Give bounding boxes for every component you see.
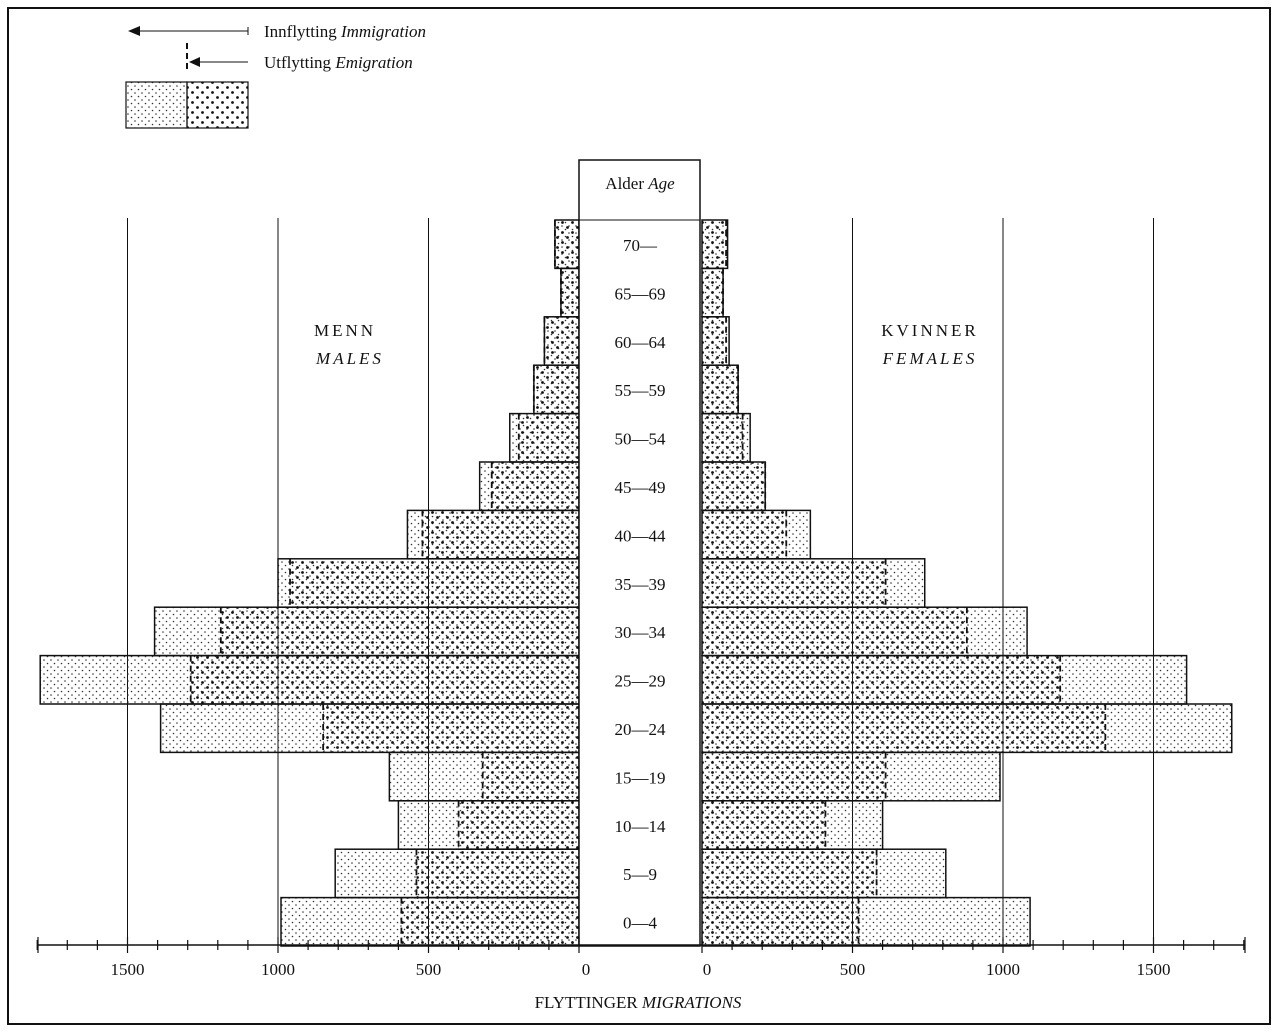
age-label-9: 25—29	[615, 672, 666, 691]
bar-females-emigration-4	[702, 413, 743, 462]
age-label-7: 35—39	[615, 575, 666, 594]
x-tick-label-males-500: 500	[416, 960, 442, 979]
bar-males-emigration-5	[491, 462, 579, 511]
bar-males-emigration-11	[482, 752, 579, 801]
bar-females-emigration-2	[702, 316, 727, 366]
legend-swatch-sparse	[125, 81, 188, 129]
legend-emigration-en: Emigration	[334, 53, 412, 72]
x-tick-label-males-1000: 1000	[261, 960, 295, 979]
bar-females-emigration-14	[702, 897, 859, 946]
bar-males-emigration-14	[401, 897, 579, 946]
x-tick-label-females-1500: 1500	[1137, 960, 1171, 979]
bar-females-emigration-13	[702, 849, 877, 898]
age-label-12: 10—14	[615, 817, 667, 836]
bar-females-emigration-1	[702, 268, 724, 317]
bar-females-emigration-8	[702, 607, 967, 656]
females-label-no: KVINNER	[881, 321, 979, 340]
legend-emigration-label: Utflytting Emigration	[264, 53, 413, 72]
bar-females-emigration-7	[702, 558, 886, 608]
age-label-14: 0—4	[623, 914, 658, 933]
x-tick-label-females-0: 0	[703, 960, 712, 979]
bar-males-emigration-10	[323, 704, 579, 753]
bar-males-emigration-1	[560, 268, 579, 317]
bar-males-emigration-12	[458, 800, 579, 850]
bar-females-emigration-12	[702, 800, 826, 850]
age-label-2: 60—64	[615, 333, 667, 352]
bars	[39, 219, 1233, 947]
bar-females-outline-14	[701, 896, 1031, 947]
bar-males-emigration-2	[544, 316, 579, 366]
legend-immigration-en: Immigration	[340, 22, 426, 41]
age-label-11: 15—19	[615, 768, 666, 787]
age-label-4: 50—54	[615, 430, 667, 449]
females-label-en: FEMALES	[882, 349, 978, 368]
bar-males-emigration-13	[416, 849, 579, 898]
legend-emigration-arrowhead	[189, 57, 200, 67]
age-label-1: 65—69	[615, 284, 666, 303]
x-tick-label-females-1000: 1000	[986, 960, 1020, 979]
bar-females-emigration-5	[702, 462, 766, 511]
age-label-8: 30—34	[615, 623, 667, 642]
age-label-0: 70—	[623, 236, 658, 255]
age-column	[578, 159, 701, 947]
x-axis-title-no: FLYTTINGER	[535, 993, 639, 1012]
age-label-13: 5—9	[623, 865, 657, 884]
x-axis: 0 0 500 500 1000 1000 1500 1500	[36, 937, 1246, 979]
age-header: Alder Age	[605, 174, 675, 193]
bar-females-emigration-9	[702, 655, 1061, 704]
bar-males-emigration-0	[554, 220, 579, 269]
bar-males-emigration-7	[290, 558, 579, 608]
age-label-5: 45—49	[615, 478, 666, 497]
bar-females-emigration-6	[702, 510, 787, 559]
age-header-no: Alder	[605, 174, 644, 193]
x-tick-label-males-0: 0	[582, 960, 591, 979]
legend-immigration-label: Innflytting Immigration	[264, 22, 426, 41]
legend-swatch-dense	[186, 81, 249, 129]
bar-males-emigration-3	[533, 365, 579, 414]
bar-females-emigration-3	[702, 365, 739, 414]
x-tick-label-males-1500: 1500	[111, 960, 145, 979]
age-label-10: 20—24	[615, 720, 667, 739]
bar-females-emigration-0	[702, 220, 727, 269]
males-label-no: MENN	[314, 321, 376, 340]
age-labels: 70— 65—69 60—64 55—59 50—54 45—49 40—44 35—39 30…	[615, 236, 667, 933]
age-header-en: Age	[647, 174, 675, 193]
x-axis-title: FLYTTINGER MIGRATIONS	[535, 993, 742, 1012]
bar-females-emigration-10	[702, 704, 1106, 753]
bar-males-emigration-6	[422, 510, 579, 559]
x-tick-label-females-500: 500	[840, 960, 866, 979]
bar-males-emigration-9	[190, 655, 579, 704]
bar-females-emigration-11	[702, 752, 886, 801]
legend-emigration-no: Utflytting	[264, 53, 332, 72]
legend-immigration-no: Innflytting	[264, 22, 337, 41]
age-label-6: 40—44	[615, 526, 667, 545]
legend-immigration-arrowhead	[128, 26, 140, 36]
chart-border	[7, 7, 1271, 1025]
bar-males-emigration-4	[518, 413, 579, 462]
legend: Innflytting Immigration Utflytting Emigr…	[125, 22, 426, 129]
bar-males-emigration-8	[220, 607, 579, 656]
age-label-3: 55—59	[615, 381, 666, 400]
x-axis-title-en: MIGRATIONS	[641, 993, 742, 1012]
males-label-en: MALES	[315, 349, 384, 368]
